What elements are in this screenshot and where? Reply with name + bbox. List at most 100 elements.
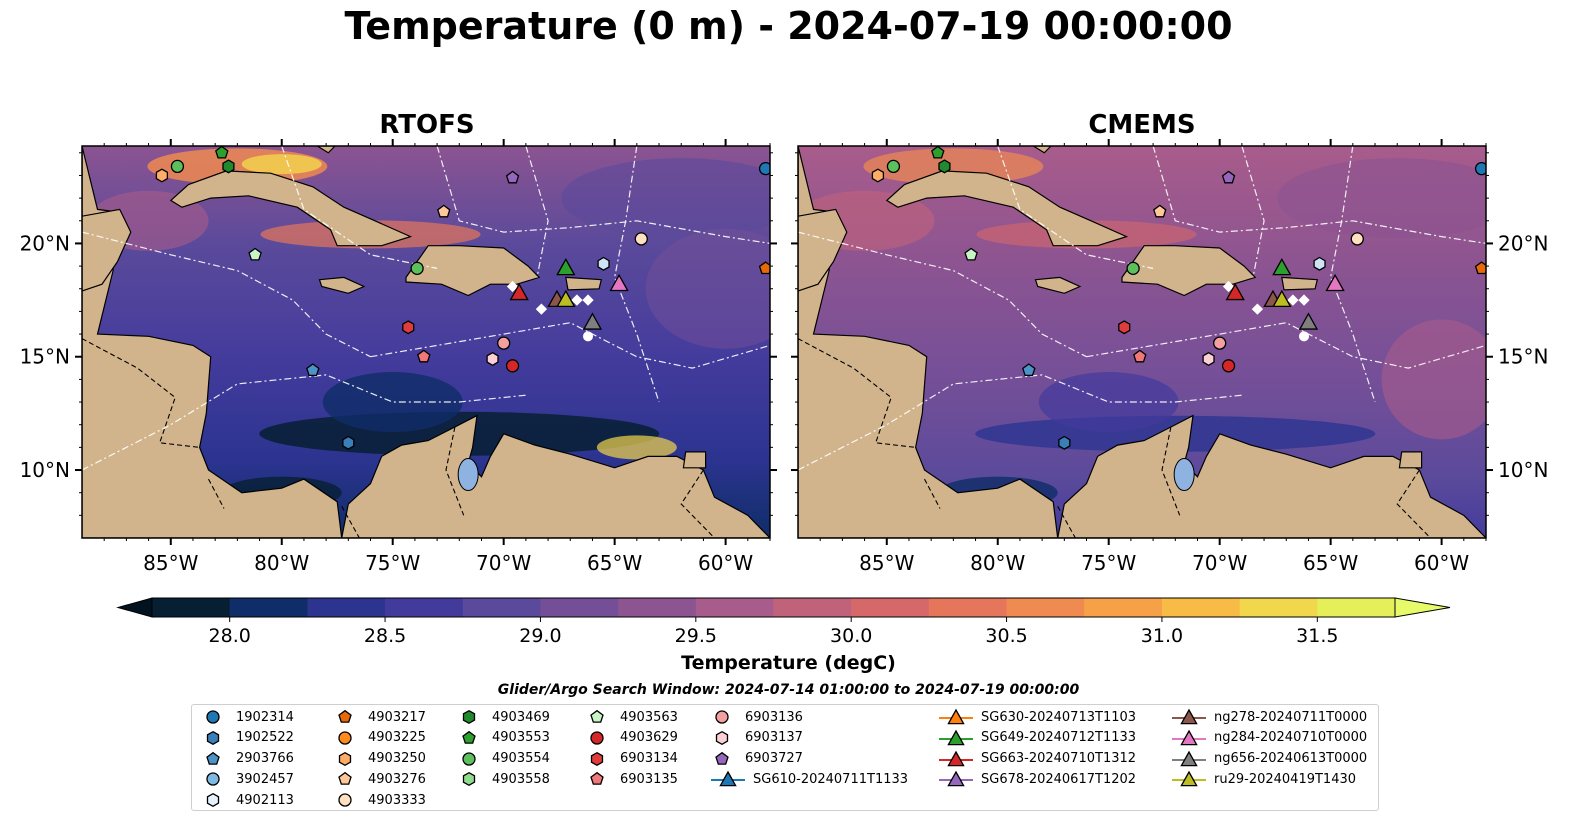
x-tick-label: 70°W bbox=[476, 551, 531, 575]
legend-item: ng656-20240613T0000 bbox=[1172, 749, 1367, 769]
panel-title-rtofs: RTOFS bbox=[379, 110, 475, 140]
legend-label: 3902457 bbox=[236, 771, 294, 787]
land-bahamas1 bbox=[316, 146, 336, 154]
legend-item: 4902113 bbox=[202, 790, 294, 810]
legend-marker bbox=[947, 750, 965, 766]
land-jam bbox=[1034, 276, 1082, 294]
legend-marker bbox=[1180, 729, 1198, 746]
legend-marker-icon bbox=[206, 730, 220, 745]
colorbar-bin bbox=[928, 598, 1008, 617]
map-marker-2903766 bbox=[306, 363, 320, 377]
legend-item: 6903137 bbox=[711, 728, 803, 748]
map-marker-4903250 bbox=[871, 168, 885, 183]
map-marker-3902457 bbox=[170, 159, 185, 174]
legend-label: 4903553 bbox=[492, 730, 550, 746]
legend-label: 4902113 bbox=[236, 792, 294, 808]
colorbar-bin bbox=[618, 598, 697, 617]
x-tick-label: 80°W bbox=[254, 551, 309, 575]
legend-marker-icon bbox=[338, 751, 352, 766]
colorbar-bin bbox=[1084, 598, 1163, 617]
land-hisp bbox=[1121, 245, 1257, 297]
map-marker-4903563 bbox=[248, 247, 262, 261]
y-tick-label: 20°N bbox=[20, 231, 70, 255]
colorbar-bin bbox=[1006, 598, 1085, 617]
lake-maracaibo bbox=[1173, 458, 1195, 492]
map-marker-SG649-20240712T1133 bbox=[1272, 258, 1292, 276]
legend-marker bbox=[590, 731, 604, 745]
colorbar-tick: 29.0 bbox=[519, 625, 562, 647]
legend-label: SG649-20240712T1133 bbox=[981, 730, 1137, 746]
legend-item: 4903563 bbox=[586, 707, 678, 727]
map-marker-6903134 bbox=[402, 320, 415, 335]
legend-item: 4903217 bbox=[334, 707, 426, 727]
legend-marker bbox=[715, 751, 729, 765]
legend-marker bbox=[206, 730, 220, 745]
legend-marker bbox=[1180, 771, 1198, 787]
land-bahamas1 bbox=[1032, 146, 1052, 154]
legend-marker-icon bbox=[206, 793, 220, 808]
map-marker-4902113 bbox=[597, 256, 610, 271]
map-panel-rtofs: 85°W 80°W 75°W 70°W 65°W 60°W 20°N 15°N 10°N bbox=[20, 139, 777, 575]
map-marker-4903469 bbox=[222, 159, 235, 174]
legend-item: SG630-20240713T1103 bbox=[939, 707, 1136, 727]
colorbar-extend-high bbox=[1394, 597, 1451, 618]
map-marker-4903629 bbox=[505, 359, 520, 373]
map-marker-4903553 bbox=[931, 146, 945, 159]
legend-marker bbox=[715, 710, 729, 724]
map-marker-SG649-20240712T1133 bbox=[556, 258, 576, 276]
legend-label: SG663-20240710T1312 bbox=[981, 751, 1137, 767]
colorbar-tick: 30.5 bbox=[985, 625, 1028, 647]
map-marker-4903629 bbox=[1221, 359, 1236, 373]
map-marker-6903135 bbox=[1133, 349, 1147, 363]
legend-label: 4903225 bbox=[368, 730, 426, 746]
legend-label: 4903469 bbox=[492, 709, 550, 725]
legend-marker-icon bbox=[338, 793, 352, 807]
legend-marker bbox=[206, 751, 220, 765]
colorbar-tick: 31.5 bbox=[1296, 625, 1339, 647]
map-marker-4903217 bbox=[1474, 261, 1486, 275]
legend-item: ng278-20240711T0000 bbox=[1172, 707, 1367, 727]
legend-label: 1902314 bbox=[236, 709, 294, 725]
legend-label: 4903250 bbox=[368, 751, 426, 767]
legend-marker-icon bbox=[939, 750, 973, 766]
legend-marker-icon bbox=[939, 771, 973, 787]
colorbar-bin bbox=[229, 598, 308, 617]
legend-label: SG610-20240711T1133 bbox=[753, 771, 909, 787]
legend-marker-icon bbox=[939, 708, 973, 725]
legend-item: 1902522 bbox=[202, 728, 294, 748]
colorbar-bin bbox=[152, 598, 231, 617]
map-marker-1902522 bbox=[342, 435, 355, 450]
legend-marker bbox=[947, 771, 965, 787]
legend-item: 4903333 bbox=[334, 790, 426, 810]
legend-marker bbox=[338, 751, 352, 766]
legend-label: ng284-20240710T0000 bbox=[1214, 730, 1368, 746]
legend-marker bbox=[206, 710, 220, 724]
x-tick-label: 80°W bbox=[970, 551, 1025, 575]
map-marker-4903333 bbox=[634, 232, 648, 246]
x-tick-label: 85°W bbox=[859, 551, 914, 575]
legend-marker-icon bbox=[711, 771, 745, 787]
colorbar-bin bbox=[307, 598, 386, 617]
land-southAm bbox=[341, 414, 770, 538]
legend-label: 6903134 bbox=[620, 751, 678, 767]
colorbar-bin bbox=[385, 598, 464, 617]
colorbar-tick: 29.5 bbox=[674, 625, 717, 647]
legend-item: 4903554 bbox=[458, 749, 550, 769]
map-marker-4903563 bbox=[964, 247, 978, 261]
legend-label: 4903217 bbox=[368, 709, 426, 725]
legend-marker-icon bbox=[338, 731, 352, 745]
map-marker-ru29-20240419T1430 bbox=[556, 289, 576, 308]
x-tick-label: 60°W bbox=[1414, 551, 1469, 575]
x-tick-label: 65°W bbox=[587, 551, 642, 575]
legend-marker bbox=[338, 709, 352, 723]
x-tick-label: 65°W bbox=[1303, 551, 1358, 575]
legend-marker bbox=[715, 730, 729, 745]
map-marker-4903217 bbox=[758, 261, 770, 275]
legend-label: 2903766 bbox=[236, 751, 294, 767]
map-marker-6903137 bbox=[486, 351, 499, 367]
map-panels: 85°W 80°W 75°W 70°W 65°W 60°W 20°N 15°N 10°N 85°… bbox=[20, 139, 1548, 575]
colorbar-label: Temperature (degC) bbox=[681, 652, 896, 674]
legend-marker-icon bbox=[590, 751, 604, 766]
panel-title-cmems: CMEMS bbox=[1088, 110, 1196, 140]
legend-marker-icon bbox=[1172, 729, 1206, 746]
